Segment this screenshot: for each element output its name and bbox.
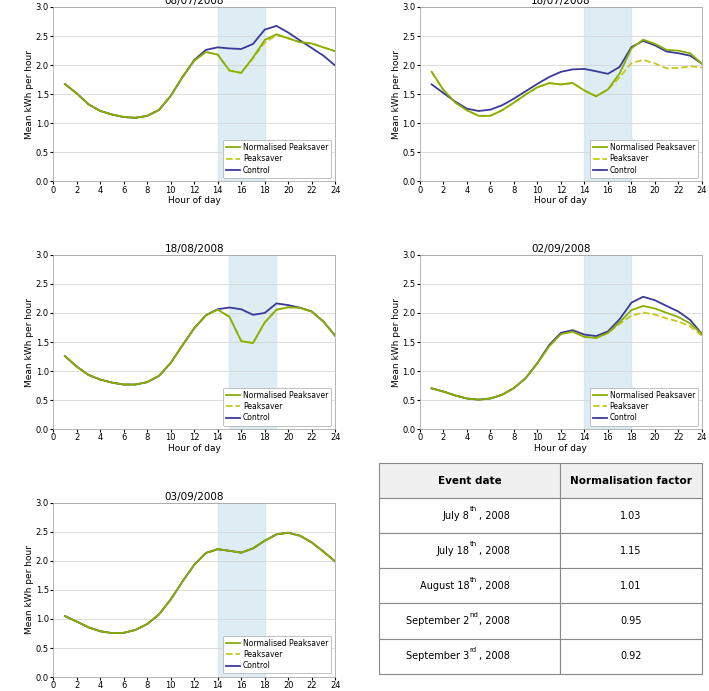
X-axis label: Hour of day: Hour of day [535, 196, 587, 205]
Legend: Normalised Peaksaver, Peaksaver, Control: Normalised Peaksaver, Peaksaver, Control [590, 388, 698, 426]
Text: th: th [469, 542, 477, 547]
Bar [560, 533, 702, 568]
Title: 03/09/2008: 03/09/2008 [164, 492, 224, 502]
Text: Normalisation factor: Normalisation factor [570, 475, 692, 486]
Text: 0.95: 0.95 [620, 616, 642, 626]
Text: September 3: September 3 [406, 651, 469, 661]
Text: July 8: July 8 [442, 511, 469, 520]
Bar [218, 502, 264, 677]
Title: 18/08/2008: 18/08/2008 [164, 244, 224, 254]
Text: , 2008: , 2008 [479, 511, 510, 520]
Bar [560, 498, 702, 533]
Bar [584, 255, 632, 429]
Legend: Normalised Peaksaver, Peaksaver, Control: Normalised Peaksaver, Peaksaver, Control [590, 140, 698, 178]
Title: 08/07/2008: 08/07/2008 [164, 0, 224, 6]
Bar [379, 568, 560, 603]
Title: 02/09/2008: 02/09/2008 [531, 244, 591, 254]
Bar [379, 498, 560, 533]
Text: , 2008: , 2008 [479, 616, 510, 626]
Text: rd: rd [469, 647, 476, 653]
Bar [560, 568, 702, 603]
X-axis label: Hour of day: Hour of day [535, 444, 587, 453]
Y-axis label: Mean kWh per hour: Mean kWh per hour [392, 50, 401, 139]
Text: 1.01: 1.01 [620, 581, 642, 591]
Text: September 2: September 2 [406, 616, 469, 626]
Legend: Normalised Peaksaver, Peaksaver, Control: Normalised Peaksaver, Peaksaver, Control [223, 388, 331, 426]
Bar [230, 255, 277, 429]
Text: Event date: Event date [437, 475, 501, 486]
Text: nd: nd [469, 612, 479, 618]
Y-axis label: Mean kWh per hour: Mean kWh per hour [26, 545, 34, 634]
Legend: Normalised Peaksaver, Peaksaver, Control: Normalised Peaksaver, Peaksaver, Control [223, 636, 331, 673]
Bar [379, 463, 560, 498]
Y-axis label: Mean kWh per hour: Mean kWh per hour [26, 50, 34, 139]
Text: 1.03: 1.03 [620, 511, 642, 520]
Text: th: th [469, 576, 477, 583]
Y-axis label: Mean kWh per hour: Mean kWh per hour [392, 298, 401, 386]
Bar [560, 603, 702, 638]
Bar [560, 638, 702, 674]
Text: July 18: July 18 [437, 546, 469, 556]
Text: , 2008: , 2008 [479, 546, 510, 556]
Title: 18/07/2008: 18/07/2008 [531, 0, 591, 6]
Bar [379, 603, 560, 638]
Bar [584, 7, 632, 182]
Y-axis label: Mean kWh per hour: Mean kWh per hour [26, 298, 34, 386]
Text: , 2008: , 2008 [479, 581, 510, 591]
Bar [379, 533, 560, 568]
Bar [218, 7, 264, 182]
Text: August 18: August 18 [420, 581, 469, 591]
Text: th: th [469, 507, 477, 512]
X-axis label: Hour of day: Hour of day [168, 444, 220, 453]
Legend: Normalised Peaksaver, Peaksaver, Control: Normalised Peaksaver, Peaksaver, Control [223, 140, 331, 178]
Text: , 2008: , 2008 [479, 651, 510, 661]
Bar [379, 638, 560, 674]
X-axis label: Hour of day: Hour of day [168, 196, 220, 205]
Bar [560, 463, 702, 498]
Text: 1.15: 1.15 [620, 546, 642, 556]
Text: 0.92: 0.92 [620, 651, 642, 661]
